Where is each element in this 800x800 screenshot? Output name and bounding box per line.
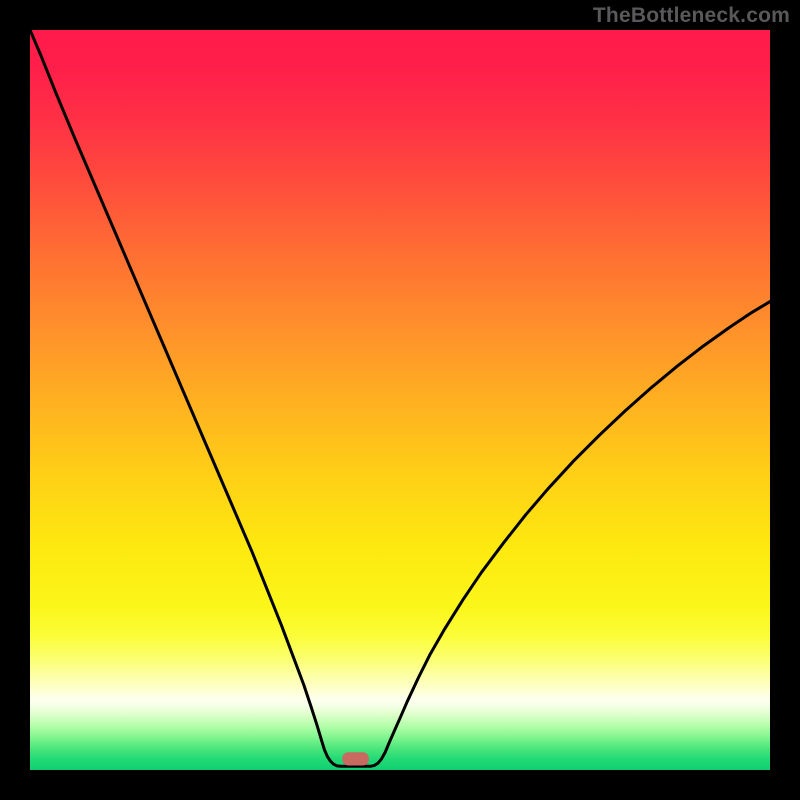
- bottleneck-chart: [30, 30, 770, 770]
- watermark-label: TheBottleneck.com: [593, 4, 790, 28]
- plot-area: [30, 30, 770, 770]
- chart-frame: TheBottleneck.com: [0, 0, 800, 800]
- optimal-marker: [342, 752, 369, 765]
- chart-background: [30, 30, 770, 770]
